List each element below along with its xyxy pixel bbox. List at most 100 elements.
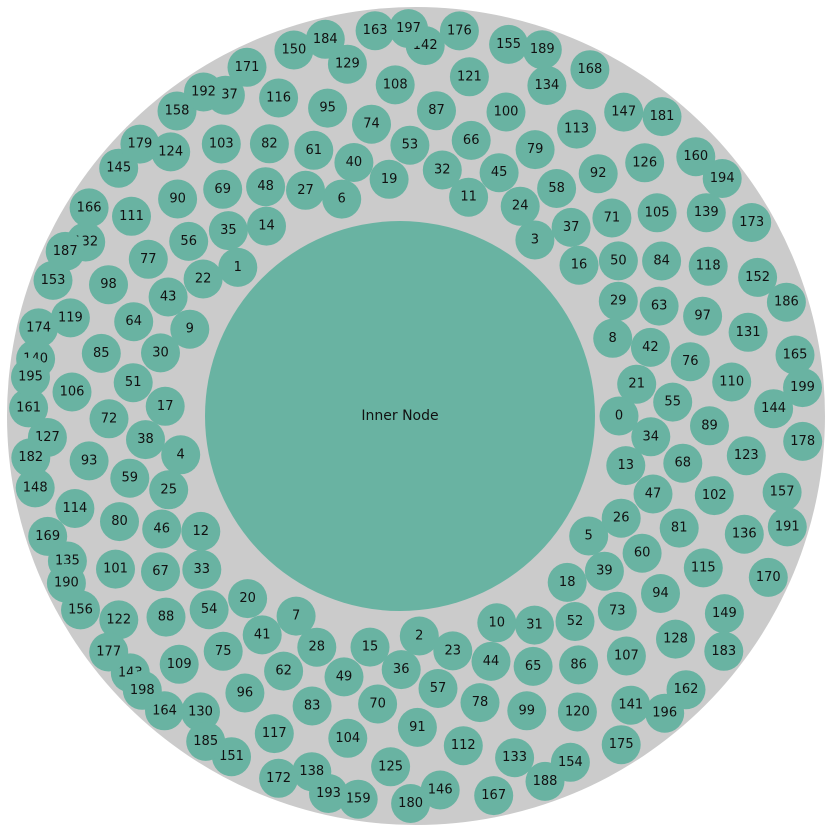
node-circle <box>766 282 806 322</box>
node-circle <box>381 650 421 690</box>
node-circle <box>525 761 565 801</box>
node-label: 22 <box>195 272 212 287</box>
node-label: 107 <box>614 649 639 664</box>
node-circle <box>292 686 332 726</box>
node-label: 87 <box>428 103 445 118</box>
node-circle <box>418 669 458 708</box>
node-label: 179 <box>127 137 152 152</box>
node-label: 146 <box>428 783 453 798</box>
node-label: 86 <box>570 657 587 672</box>
node-circle <box>114 302 154 342</box>
node-circle <box>110 458 150 498</box>
node-circle <box>228 579 268 619</box>
node-circle <box>99 600 139 640</box>
node-label: 101 <box>103 562 128 577</box>
node-label: 153 <box>41 273 66 288</box>
node-circle <box>308 88 348 128</box>
node-circle <box>474 776 514 816</box>
node-circle <box>120 124 160 164</box>
node-circle <box>55 489 95 528</box>
node-circle <box>151 132 191 172</box>
node-label: 102 <box>702 488 727 503</box>
node-circle <box>52 372 92 412</box>
node-circle <box>391 784 431 823</box>
node-label: 82 <box>261 136 278 151</box>
node-label: 27 <box>297 183 314 198</box>
node-label: 30 <box>152 345 169 360</box>
node-label: 110 <box>719 375 744 390</box>
node-group: 0123456789101112131415161718192021222324… <box>9 9 823 823</box>
node-label: 173 <box>739 215 764 230</box>
node-circle <box>371 747 411 787</box>
node-label: 15 <box>362 640 379 655</box>
node-circle <box>515 605 554 645</box>
node-circle <box>601 498 641 538</box>
node-circle <box>259 78 299 118</box>
node-label: 9 <box>186 322 194 337</box>
node-label: 105 <box>645 205 670 220</box>
node-circle <box>169 221 209 261</box>
node-label: 97 <box>694 309 711 324</box>
node-circle <box>606 636 646 676</box>
node-label: 156 <box>68 602 93 617</box>
node-label: 1 <box>234 260 242 275</box>
node-circle <box>767 507 807 547</box>
node-label: 136 <box>732 527 757 542</box>
node-circle <box>96 549 135 589</box>
node-label: 91 <box>409 720 426 735</box>
node-circle <box>569 516 609 556</box>
node-label: 130 <box>188 704 213 719</box>
node-label: 14 <box>258 219 275 234</box>
node-label: 34 <box>643 429 660 444</box>
node-circle <box>670 342 710 382</box>
node-circle <box>606 446 646 486</box>
node-label: 168 <box>577 62 602 77</box>
node-circle <box>690 406 729 446</box>
node-label: 63 <box>651 299 668 314</box>
node-circle <box>338 779 378 819</box>
node-label: 49 <box>336 669 353 684</box>
node-label: 66 <box>463 133 480 148</box>
node-circle <box>369 159 409 199</box>
node-label: 103 <box>209 137 234 152</box>
node-label: 169 <box>35 529 60 544</box>
node-circle <box>327 44 367 84</box>
node-circle <box>81 333 121 373</box>
node-circle <box>181 511 221 551</box>
node-circle <box>783 421 823 461</box>
node-circle <box>762 472 802 512</box>
node-circle <box>598 281 638 321</box>
node-label: 69 <box>214 182 231 197</box>
node-circle <box>161 435 201 475</box>
node-label: 177 <box>96 645 121 660</box>
node-circle <box>663 443 703 483</box>
node-label: 134 <box>534 78 559 93</box>
node-label: 47 <box>645 487 662 502</box>
node-label: 8 <box>609 331 617 346</box>
node-label: 31 <box>526 618 543 633</box>
node-label: 131 <box>736 325 761 340</box>
node-circle <box>274 30 314 70</box>
node-circle <box>604 92 644 132</box>
node-circle <box>203 169 243 209</box>
node-circle <box>738 257 778 297</box>
node-label: 120 <box>565 705 590 720</box>
node-label: 141 <box>618 698 643 713</box>
node-label: 93 <box>81 453 98 468</box>
node-label: 155 <box>496 37 521 52</box>
node-label: 68 <box>675 456 692 471</box>
node-circle <box>515 220 555 260</box>
node-label: 185 <box>193 734 218 749</box>
node-circle <box>334 143 374 182</box>
node-label: 57 <box>430 681 447 696</box>
node-label: 88 <box>158 610 175 625</box>
node-label: 62 <box>275 664 292 679</box>
node-circle <box>653 382 693 422</box>
node-circle <box>218 247 258 287</box>
node-label: 70 <box>369 697 386 712</box>
node-label: 124 <box>158 144 183 159</box>
node-circle <box>149 470 189 510</box>
node-label: 26 <box>613 511 630 526</box>
node-circle <box>599 396 639 436</box>
node-label: 100 <box>494 105 519 120</box>
